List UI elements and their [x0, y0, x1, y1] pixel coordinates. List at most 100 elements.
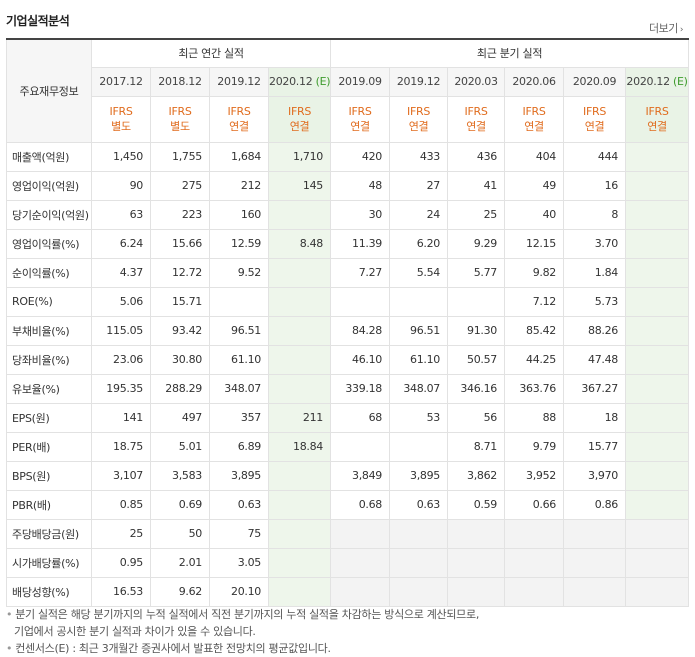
- table-cell: 15.71: [150, 286, 210, 317]
- row-label: 순이익률(%): [6, 257, 92, 288]
- table-cell: 18.84: [267, 431, 332, 462]
- table-cell: 9.29: [447, 228, 506, 259]
- section-header: 기업실적분석 더보기 ›: [6, 10, 689, 36]
- table-row: 매출액(억원) 1,450 1,755 1,684 1,710 420 433 436 404 4…: [6, 141, 690, 172]
- table-cell: [447, 576, 506, 607]
- table-cell: [625, 228, 690, 259]
- table-cell: [267, 286, 332, 317]
- table-row: 부채비율(%) 115.05 93.42 96.51 84.28 96.51 91.30 85…: [6, 315, 690, 346]
- table-cell: 9.79: [504, 431, 565, 462]
- row-label: ROE(%): [6, 286, 92, 317]
- table-row: ROE(%) 5.06 15.71 7.12 5.73: [6, 286, 690, 317]
- table-cell: 5.01: [150, 431, 210, 462]
- table-cell: [625, 199, 690, 230]
- more-link[interactable]: 더보기 ›: [649, 20, 684, 36]
- ifrs-label: IFRS: [288, 105, 311, 118]
- table-row: 당좌비율(%) 23.06 30.80 61.10 46.10 61.10 50.57 44.…: [6, 344, 690, 375]
- annual-period-1-ifrs: IFRS 별도: [150, 95, 210, 143]
- table-cell: [267, 460, 332, 491]
- quarter-period-0-date: 2019.09: [330, 66, 391, 97]
- row-label: 부채비율(%): [6, 315, 92, 346]
- table-cell: [625, 170, 690, 201]
- table-cell: 7.27: [330, 257, 391, 288]
- table-cell: 8.71: [447, 431, 506, 462]
- table-cell: 93.42: [150, 315, 210, 346]
- table-cell: 91.30: [447, 315, 506, 346]
- table-cell: 348.07: [389, 373, 449, 404]
- table-cell: [625, 402, 690, 433]
- table-cell: 3,583: [150, 460, 210, 491]
- table-cell: 141: [91, 402, 151, 433]
- table-cell: 12.72: [150, 257, 210, 288]
- table-cell: 145: [267, 170, 332, 201]
- table-cell: 12.15: [504, 228, 565, 259]
- table-cell: 3,107: [91, 460, 151, 491]
- ifrs-label: IFRS: [645, 105, 669, 118]
- table-cell: 5.06: [91, 286, 151, 317]
- table-cell: 25: [447, 199, 506, 230]
- table-cell: 433: [389, 141, 449, 172]
- table-cell: [625, 576, 690, 607]
- table-cell: 363.76: [504, 373, 565, 404]
- table-cell: [267, 576, 332, 607]
- table-cell: [330, 286, 391, 317]
- period-date: 2019.12: [396, 75, 441, 88]
- table-cell: 25: [91, 518, 151, 549]
- table-row: EPS(원) 141 497 357 211 68 53 56 88 18: [6, 402, 690, 433]
- period-date: 2020.03: [454, 75, 498, 88]
- table-cell: 96.51: [389, 315, 449, 346]
- ifrs-label: IFRS: [464, 105, 488, 118]
- quarter-period-0-ifrs: IFRS 연결: [330, 95, 391, 143]
- table-cell: [563, 576, 627, 607]
- table-row: BPS(원) 3,107 3,583 3,895 3,849 3,895 3,862 3,95…: [6, 460, 690, 491]
- table-cell: 4.37: [91, 257, 151, 288]
- table-cell: 346.16: [447, 373, 506, 404]
- table-cell: 115.05: [91, 315, 151, 346]
- ifrs-label: IFRS: [348, 105, 372, 118]
- table-cell: 85.42: [504, 315, 565, 346]
- quarter-period-3-date: 2020.06: [504, 66, 565, 97]
- table-cell: 3,895: [209, 460, 269, 491]
- table-cell: 16: [563, 170, 627, 201]
- table-cell: [625, 547, 690, 578]
- row-label: 배당성향(%): [6, 576, 92, 607]
- table-cell: 0.69: [150, 489, 210, 520]
- table-cell: 3,970: [563, 460, 627, 491]
- table-cell: 56: [447, 402, 506, 433]
- table-cell: [267, 315, 332, 346]
- table-cell: 30.80: [150, 344, 210, 375]
- footnote-1: • 분기 실적은 해당 분기까지의 누적 실적에서 직전 분기까지의 누적 실적을…: [6, 608, 480, 621]
- period-date: 2017.12: [99, 75, 143, 88]
- ifrs-label: IFRS: [522, 105, 546, 118]
- table-cell: 24: [389, 199, 449, 230]
- table-cell: [625, 373, 690, 404]
- table-cell: 9.52: [209, 257, 269, 288]
- row-label: 당좌비율(%): [6, 344, 92, 375]
- table-cell: 9.82: [504, 257, 565, 288]
- table-cell: 90: [91, 170, 151, 201]
- estimate-mark: (E): [315, 75, 331, 88]
- table-row: 주당배당금(원) 25 50 75: [6, 518, 690, 549]
- table-cell: 61.10: [209, 344, 269, 375]
- table-cell: 0.68: [330, 489, 391, 520]
- ifrs-basis: 연결: [229, 120, 249, 133]
- table-cell: [267, 518, 332, 549]
- table-cell: [330, 547, 391, 578]
- table-cell: [563, 518, 627, 549]
- table-cell: 0.85: [91, 489, 151, 520]
- table-cell: 1.84: [563, 257, 627, 288]
- table-cell: 50.57: [447, 344, 506, 375]
- table-cell: [389, 431, 449, 462]
- row-label: 시가배당률(%): [6, 547, 92, 578]
- table-cell: [389, 576, 449, 607]
- table-cell: 18.75: [91, 431, 151, 462]
- annual-period-1-date: 2018.12: [150, 66, 210, 97]
- table-cell: 61.10: [389, 344, 449, 375]
- table-cell: 0.95: [91, 547, 151, 578]
- table-cell: 212: [209, 170, 269, 201]
- quarter-period-2-ifrs: IFRS 연결: [447, 95, 506, 143]
- period-date: 2019.12: [217, 75, 261, 88]
- table-row: PER(배) 18.75 5.01 6.89 18.84 8.71 9.79 15.77: [6, 431, 690, 462]
- quarter-group-header: 최근 분기 실적: [330, 38, 690, 68]
- table-cell: [389, 547, 449, 578]
